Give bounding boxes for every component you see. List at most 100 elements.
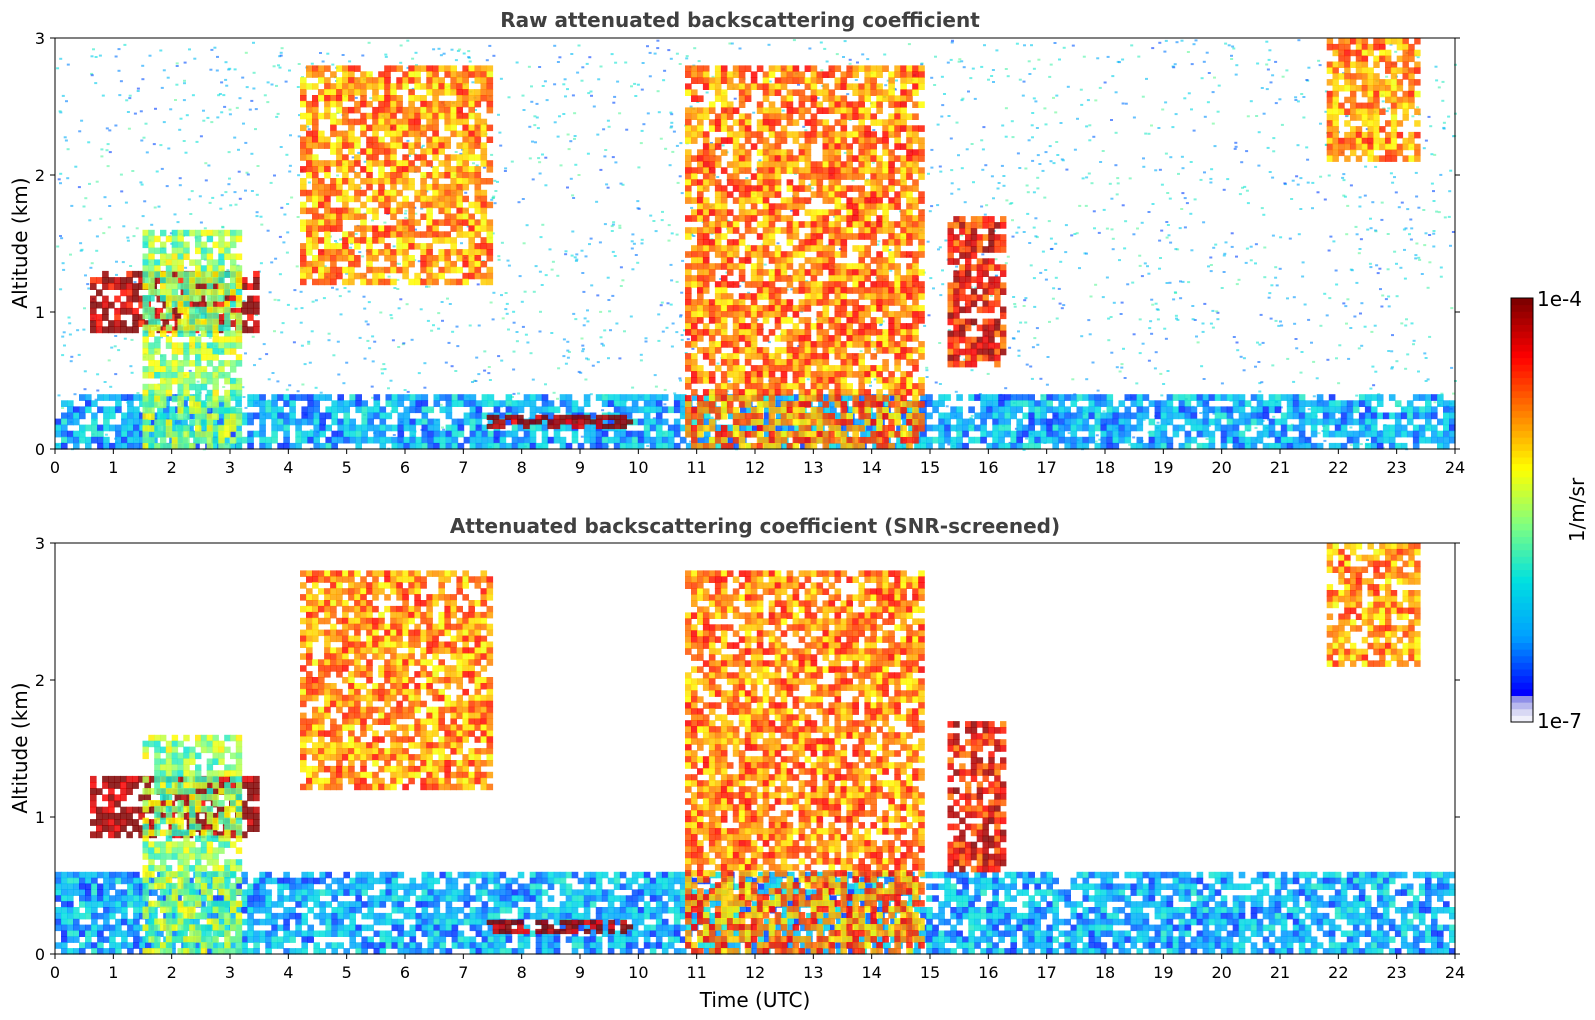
colorbar: 1e-4 1e-7 1/m/sr	[1510, 287, 1589, 733]
x-tick-label: 22	[1328, 963, 1348, 982]
x-tick-label: 5	[342, 963, 352, 982]
colorbar-bands	[1511, 298, 1533, 723]
colorbar-band	[1511, 688, 1533, 697]
x-tick-label: 17	[1036, 458, 1056, 477]
colorbar-band	[1511, 496, 1533, 504]
colorbar-band	[1511, 609, 1533, 617]
x-tick-label: 24	[1445, 458, 1465, 477]
x-axis: 0 1 2 3 4 5 6 7 8 9 10 11 12 13 14 15 16 17 18 19 20 21 22 23 24	[50, 954, 1465, 982]
x-tick-label: 0	[50, 458, 60, 477]
x-tick-label: 2	[167, 458, 177, 477]
x-tick-label: 3	[225, 963, 235, 982]
colorbar-band	[1511, 370, 1533, 379]
heatmap-feature	[142, 229, 243, 450]
colorbar-band	[1511, 649, 1533, 657]
x-tick-label: 14	[861, 458, 881, 477]
colorbar-band	[1511, 589, 1533, 597]
colorbar-band	[1511, 556, 1533, 564]
x-tick-label: 22	[1328, 458, 1348, 477]
x-tick-label: 8	[517, 458, 527, 477]
snr-screened-panel: Attenuated backscattering coefficient (S…	[8, 514, 1465, 1012]
y-axis: 0 1 2 3	[35, 534, 1460, 964]
colorbar-band	[1511, 715, 1533, 723]
x-tick-label: 8	[517, 963, 527, 982]
panel-title: Attenuated backscattering coefficient (S…	[450, 514, 1060, 538]
x-tick-label: 12	[745, 458, 765, 477]
x-tick-label: 24	[1445, 963, 1465, 982]
colorbar-band	[1511, 384, 1533, 392]
heatmap-feature	[486, 919, 634, 935]
colorbar-band	[1511, 457, 1533, 465]
colorbar-band	[1511, 655, 1533, 663]
x-tick-label: 3	[225, 458, 235, 477]
x-tick-label: 19	[1153, 458, 1173, 477]
colorbar-band	[1511, 476, 1533, 485]
colorbar-band	[1511, 430, 1533, 438]
y-tick-label: 3	[35, 534, 45, 553]
colorbar-band	[1511, 317, 1533, 326]
x-tick-label: 18	[1095, 458, 1115, 477]
x-tick-label: 17	[1036, 963, 1056, 982]
colorbar-band	[1511, 622, 1533, 630]
colorbar-frame	[1510, 297, 1534, 723]
colorbar-band	[1511, 417, 1533, 425]
x-tick-label: 21	[1270, 458, 1290, 477]
y-tick-label: 0	[35, 440, 45, 459]
colorbar-band	[1511, 437, 1533, 445]
x-tick-label: 4	[283, 963, 293, 982]
colorbar-band	[1511, 311, 1533, 319]
colorbar-band	[1511, 390, 1533, 398]
colorbar-band	[1511, 337, 1533, 345]
x-tick-label: 6	[400, 458, 410, 477]
colorbar-band	[1511, 357, 1533, 365]
colorbar-band	[1511, 669, 1533, 677]
colorbar-band	[1511, 450, 1533, 458]
colorbar-band	[1511, 503, 1533, 511]
x-tick-label: 11	[686, 963, 706, 982]
colorbar-band	[1511, 304, 1533, 312]
colorbar-band	[1511, 483, 1533, 491]
y-tick-label: 0	[35, 945, 45, 964]
colorbar-band	[1511, 662, 1533, 670]
heatmap-feature	[685, 65, 925, 450]
colorbar-band	[1511, 695, 1533, 703]
colorbar-band	[1511, 675, 1533, 683]
y-tick-label: 1	[35, 808, 45, 827]
y-axis-label: Altitude (km)	[8, 682, 32, 813]
x-tick-label: 10	[628, 458, 648, 477]
colorbar-band	[1511, 682, 1533, 690]
colorbar-band	[1511, 423, 1533, 432]
colorbar-band	[1511, 616, 1533, 624]
colorbar-band	[1511, 443, 1533, 451]
x-tick-label: 15	[920, 458, 940, 477]
x-tick-label: 2	[167, 963, 177, 982]
x-tick-label: 20	[1211, 458, 1231, 477]
colorbar-band	[1511, 397, 1533, 405]
x-tick-label: 14	[861, 963, 881, 982]
colorbar-band	[1511, 576, 1533, 584]
x-tick-label: 1	[108, 458, 118, 477]
x-tick-label: 23	[1386, 963, 1406, 982]
colorbar-band	[1511, 702, 1533, 710]
x-tick-label: 23	[1386, 458, 1406, 477]
colorbar-band	[1511, 364, 1533, 372]
raw-backscatter-panel: Raw attenuated backscattering coefficien…	[8, 8, 1465, 477]
colorbar-band	[1511, 549, 1533, 557]
heatmap-feature	[300, 570, 494, 791]
x-tick-label: 6	[400, 963, 410, 982]
x-tick-label: 16	[978, 458, 998, 477]
colorbar-band	[1511, 490, 1533, 498]
colorbar-band	[1511, 331, 1533, 339]
colorbar-band	[1511, 344, 1533, 352]
colorbar-band	[1511, 463, 1533, 471]
colorbar-band	[1511, 404, 1533, 412]
heatmap-feature	[947, 721, 1007, 873]
x-tick-label: 4	[283, 458, 293, 477]
y-tick-label: 1	[35, 303, 45, 322]
y-tick-label: 2	[35, 671, 45, 690]
x-tick-label: 12	[745, 963, 765, 982]
y-tick-label: 3	[35, 29, 45, 48]
colorbar-band	[1511, 351, 1533, 359]
colorbar-band	[1511, 410, 1533, 418]
heatmap-feature	[300, 65, 494, 286]
